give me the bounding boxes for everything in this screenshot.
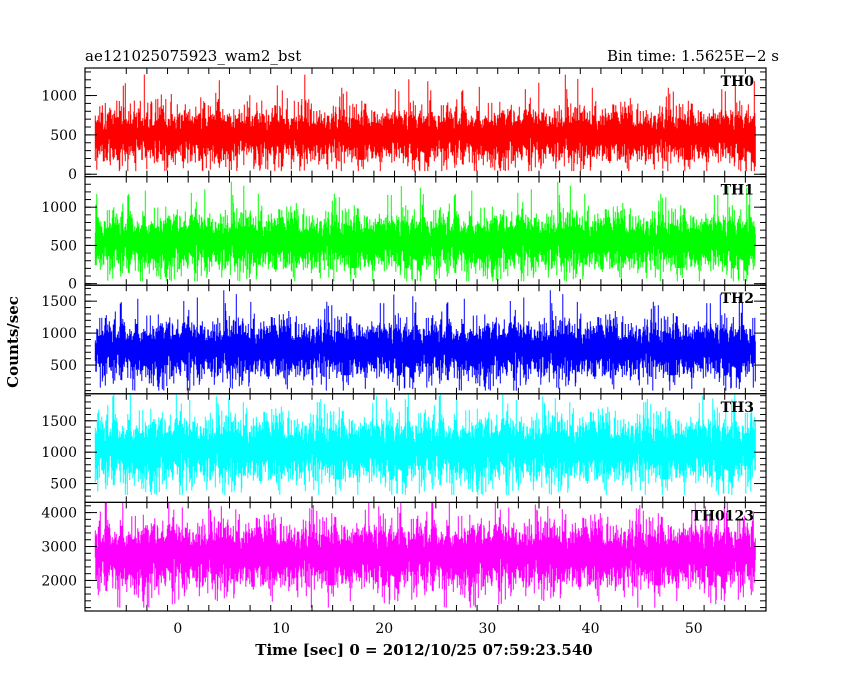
panels-group: 0 500 1000 TH0 0 500 1000 TH1 500 1000 1500 TH2 500 1… <box>41 67 767 612</box>
y-tick-label: 1500 <box>41 294 77 310</box>
y-tick-label: 3000 <box>41 540 77 556</box>
series-label-th0123: TH0123 <box>691 508 754 524</box>
y-tick-label: 500 <box>50 238 77 254</box>
chart-subtitle: Bin time: 1.5625E−2 s <box>607 47 779 65</box>
y-tick-label: 4000 <box>41 506 77 522</box>
panel-th0: 0 500 1000 TH0 <box>41 67 767 183</box>
y-tick-label: 1000 <box>41 200 77 216</box>
y-tick-label: 500 <box>50 358 77 374</box>
x-tick-label: 10 <box>272 621 290 637</box>
x-tick-label: 50 <box>685 621 703 637</box>
y-tick-label: 0 <box>68 167 77 183</box>
panel-th1: 0 500 1000 TH1 <box>41 176 767 293</box>
panel-th2: 500 1000 1500 TH2 <box>41 284 767 395</box>
y-tick-label: 1000 <box>41 326 77 342</box>
series-label-th1: TH1 <box>721 183 754 199</box>
series-th1-curve <box>94 181 756 282</box>
series-label-th0: TH0 <box>721 74 755 90</box>
y-tick-label: 500 <box>50 128 77 144</box>
series-th0-curve <box>94 74 756 172</box>
y-tick-label: 1000 <box>41 89 77 105</box>
panel-th0123: 2000 3000 4000 TH0123 <box>41 501 767 612</box>
series-th0123-curve <box>94 502 756 608</box>
x-tick-label: 30 <box>478 621 496 637</box>
y-tick-label: 0 <box>68 277 77 293</box>
chart-title: ae121025075923_wam2_bst <box>85 47 301 65</box>
panel-frame <box>84 501 767 612</box>
x-axis: 0 10 20 30 40 50 <box>173 621 702 637</box>
y-axis-label: Counts/sec <box>4 296 22 388</box>
y-tick-label: 2000 <box>41 573 77 589</box>
panel-th3: 500 1000 1500 TH3 <box>41 393 767 503</box>
series-th2-curve <box>94 290 756 391</box>
x-axis-label: Time [sec] 0 = 2012/10/25 07:59:23.540 <box>255 641 592 659</box>
y-tick-label: 1500 <box>41 414 77 430</box>
x-tick-label: 20 <box>375 621 393 637</box>
series-label-th2: TH2 <box>721 291 754 307</box>
series-th3-curve <box>94 393 756 495</box>
series-label-th3: TH3 <box>721 400 754 416</box>
x-tick-label: 40 <box>582 621 600 637</box>
y-tick-label: 500 <box>50 477 77 493</box>
y-tick-label: 1000 <box>41 445 77 461</box>
x-tick-label: 0 <box>173 621 182 637</box>
